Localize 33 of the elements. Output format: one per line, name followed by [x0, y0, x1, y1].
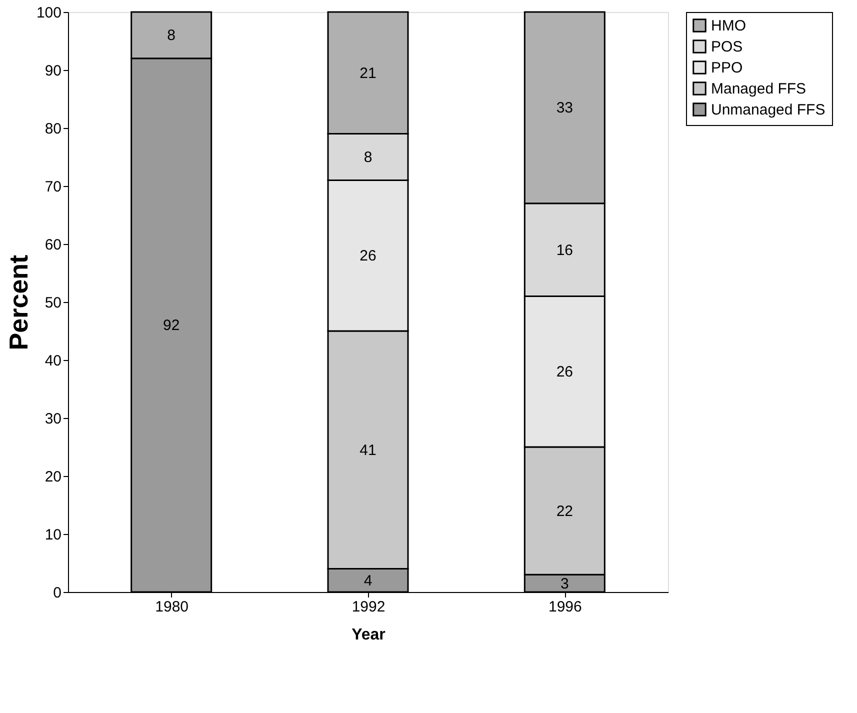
y-tick-label: 0 — [53, 584, 62, 602]
x-tick-label: 1996 — [548, 598, 582, 616]
legend-label: PPO — [711, 60, 743, 76]
data-label: 26 — [360, 248, 376, 265]
y-tick-label: 100 — [36, 4, 62, 22]
y-tick-label: 50 — [44, 294, 62, 312]
y-tick-label: 60 — [44, 236, 62, 254]
data-label: 8 — [364, 149, 372, 166]
x-tick-label: 1980 — [155, 598, 189, 616]
y-tick-label: 40 — [44, 352, 62, 370]
y-tick-label: 70 — [44, 178, 62, 196]
data-label: 3 — [560, 575, 569, 592]
legend-label: HMO — [711, 18, 746, 34]
data-label: 41 — [360, 442, 376, 459]
y-tick-label: 10 — [44, 526, 62, 544]
legend-label: Managed FFS — [711, 80, 806, 98]
legend-label: Unmanaged FFS — [711, 102, 826, 118]
data-label: 4 — [364, 572, 372, 590]
data-label: 21 — [360, 64, 376, 82]
legend-label: POS — [711, 38, 743, 56]
data-label: 22 — [556, 502, 574, 520]
data-label: 16 — [556, 242, 574, 259]
y-tick-label: 90 — [44, 62, 62, 80]
data-label: 92 — [162, 317, 180, 334]
y-tick-label: 80 — [44, 120, 62, 138]
data-label: 26 — [556, 364, 574, 381]
y-axis-title: Percent — [3, 254, 34, 350]
x-tick-label: 1992 — [352, 598, 386, 616]
data-label: 33 — [556, 100, 574, 117]
x-axis-title: Year — [352, 626, 386, 644]
y-tick-label: 30 — [44, 410, 62, 428]
y-tick-label: 20 — [44, 468, 62, 486]
data-label: 8 — [167, 27, 176, 44]
